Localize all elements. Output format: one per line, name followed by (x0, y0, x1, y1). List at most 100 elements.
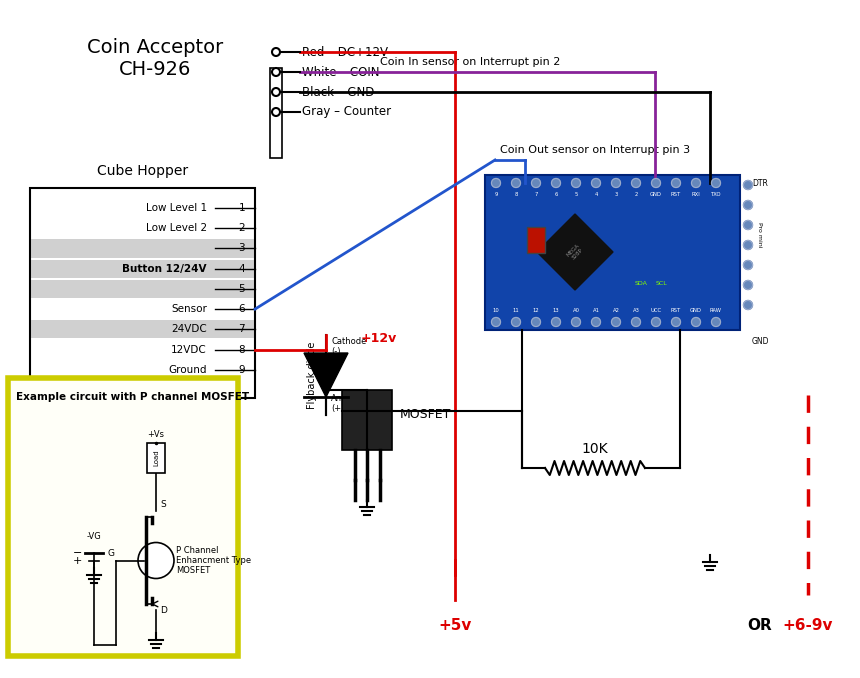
Text: Coin Acceptor: Coin Acceptor (87, 38, 223, 57)
Text: Flyback diode: Flyback diode (307, 341, 317, 409)
Text: 3: 3 (614, 192, 617, 197)
Circle shape (592, 317, 600, 327)
Circle shape (512, 178, 520, 188)
Bar (147, 443, 165, 473)
Circle shape (672, 317, 680, 327)
Text: 24VDC: 24VDC (171, 324, 207, 334)
Circle shape (531, 178, 540, 188)
Text: Button 12/24V: Button 12/24V (122, 264, 207, 274)
Circle shape (138, 542, 174, 578)
Text: RST: RST (671, 192, 681, 197)
Text: UCC: UCC (650, 308, 661, 313)
Bar (270, 68, 282, 158)
Bar (31, 260, 254, 278)
Text: Load: Load (153, 450, 159, 466)
Text: Gray – Counter: Gray – Counter (302, 106, 391, 119)
Circle shape (272, 48, 280, 56)
Text: Example circuit with P channel MOSFET: Example circuit with P channel MOSFET (16, 392, 249, 402)
Text: SDA: SDA (635, 281, 648, 286)
Text: SCL: SCL (655, 281, 667, 286)
Circle shape (611, 317, 621, 327)
Text: White – COIN: White – COIN (302, 66, 379, 79)
Text: −: − (72, 548, 82, 558)
Circle shape (572, 317, 580, 327)
Text: 12: 12 (532, 308, 539, 313)
Text: Coin Out sensor on Interrupt pin 3: Coin Out sensor on Interrupt pin 3 (500, 145, 690, 155)
Text: 4: 4 (238, 264, 245, 274)
Text: Ground: Ground (169, 365, 207, 375)
Text: 10: 10 (493, 308, 500, 313)
Bar (527, 227, 545, 253)
Bar (31, 239, 254, 258)
Circle shape (744, 220, 752, 229)
Polygon shape (304, 353, 348, 397)
Text: GND: GND (690, 308, 702, 313)
Text: DTR: DTR (752, 178, 768, 188)
Text: P Channel
Enhancment Type
MOSFET: P Channel Enhancment Type MOSFET (176, 546, 251, 576)
Circle shape (592, 178, 600, 188)
Text: GND: GND (752, 338, 769, 346)
Text: 9: 9 (238, 365, 245, 375)
Text: A0: A0 (573, 308, 580, 313)
Text: 12VDC: 12VDC (171, 344, 207, 355)
Circle shape (512, 317, 520, 327)
Text: A1: A1 (593, 308, 599, 313)
Bar (342, 390, 392, 450)
Text: 6: 6 (238, 304, 245, 314)
Circle shape (492, 317, 501, 327)
Text: 8: 8 (514, 192, 518, 197)
Text: Coin In sensor on Interrupt pin 2: Coin In sensor on Interrupt pin 2 (380, 57, 561, 67)
Text: CH-926: CH-926 (119, 60, 191, 79)
Text: +12v: +12v (361, 332, 397, 344)
Text: 7: 7 (534, 192, 538, 197)
Text: +Vs: +Vs (148, 430, 164, 439)
Text: 7: 7 (238, 324, 245, 334)
Circle shape (492, 178, 501, 188)
Text: OR: OR (747, 618, 772, 633)
Text: A3: A3 (633, 308, 640, 313)
Text: D: D (160, 606, 167, 615)
Circle shape (652, 178, 660, 188)
Text: Sensor: Sensor (171, 304, 207, 314)
Text: Cube Hopper: Cube Hopper (97, 164, 188, 178)
Text: S: S (160, 500, 166, 509)
Text: RXI: RXI (691, 192, 700, 197)
Circle shape (631, 178, 641, 188)
Text: G: G (107, 549, 114, 557)
Circle shape (691, 317, 701, 327)
Circle shape (744, 300, 752, 309)
Text: Low Level 2: Low Level 2 (146, 223, 207, 233)
Text: Cathode
(-): Cathode (-) (331, 337, 366, 357)
Text: 2: 2 (635, 192, 637, 197)
Text: -VG: -VG (87, 532, 101, 541)
Circle shape (272, 108, 280, 116)
Circle shape (744, 241, 752, 250)
Bar (30, 188, 255, 398)
Circle shape (572, 178, 580, 188)
Text: +5v: +5v (439, 618, 471, 633)
Text: 8: 8 (238, 344, 245, 355)
Text: TXO: TXO (710, 192, 722, 197)
Circle shape (551, 317, 561, 327)
Circle shape (691, 178, 701, 188)
Bar (485, 175, 740, 330)
Bar (8, 378, 238, 656)
Circle shape (744, 201, 752, 210)
Text: Red – DC+12V: Red – DC+12V (302, 45, 388, 58)
Circle shape (744, 260, 752, 269)
Text: Low Level 1: Low Level 1 (146, 203, 207, 213)
Text: MEGA
328P: MEGA 328P (566, 243, 585, 262)
Text: 6: 6 (555, 192, 557, 197)
Text: +: + (72, 556, 82, 566)
Text: Black – GND: Black – GND (302, 85, 374, 98)
Circle shape (611, 178, 621, 188)
Text: 2: 2 (238, 223, 245, 233)
Text: 11: 11 (513, 308, 519, 313)
Circle shape (672, 178, 680, 188)
Text: 9: 9 (494, 192, 498, 197)
Circle shape (652, 317, 660, 327)
Circle shape (744, 281, 752, 290)
Text: 3: 3 (238, 243, 245, 254)
Text: Pro mini: Pro mini (758, 222, 763, 247)
Text: 4: 4 (594, 192, 598, 197)
